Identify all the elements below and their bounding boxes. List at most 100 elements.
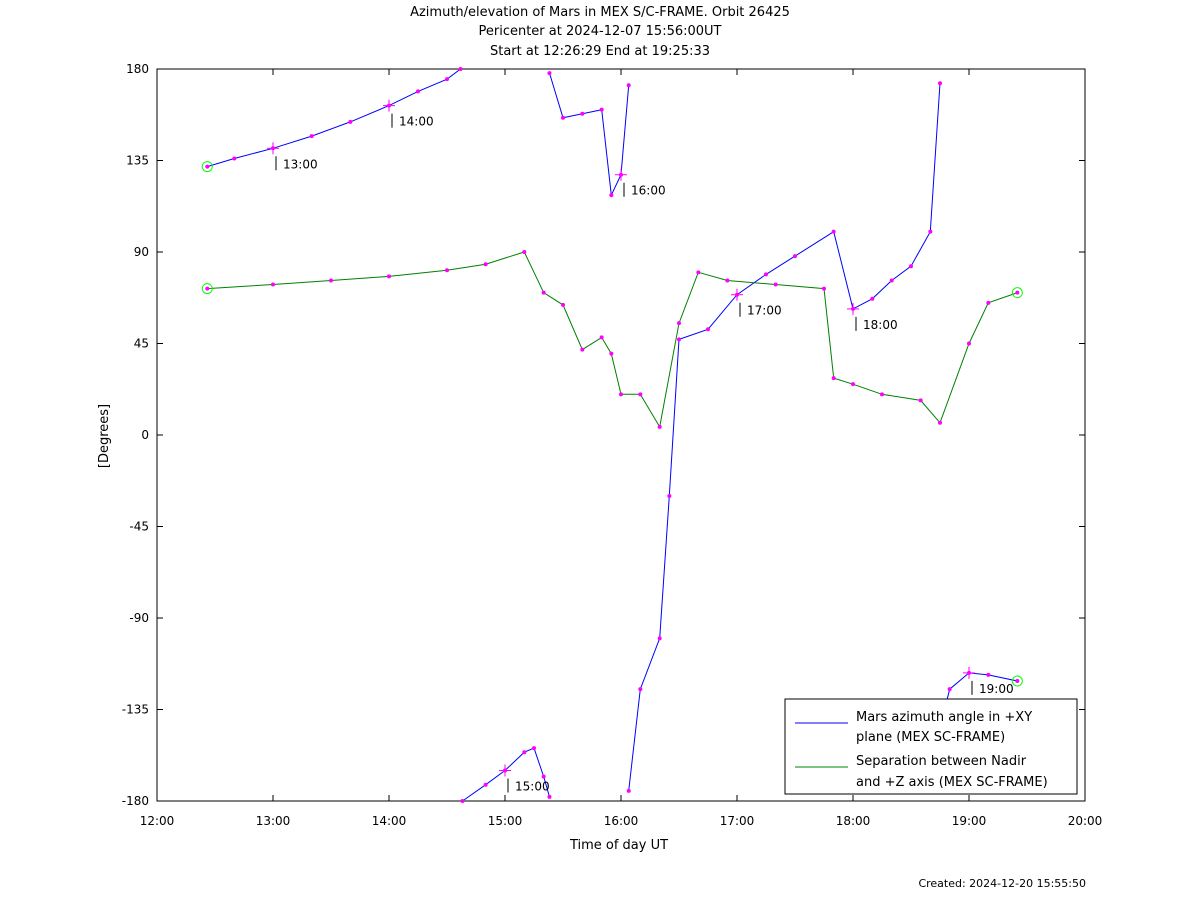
x-tick-label-6: 18:00: [836, 814, 871, 828]
hour-annotation-1: 14:00: [399, 115, 434, 129]
series-0-point-2-2: [580, 111, 585, 116]
series-1-point-0-13: [638, 392, 643, 397]
series-0-point-3-0: [626, 788, 631, 793]
x-tick-label-1: 13:00: [256, 814, 291, 828]
series-0-point-2-1: [561, 115, 565, 120]
series-1-point-0-17: [725, 278, 730, 283]
series-0-point-1-4: [532, 746, 536, 751]
series-0-point-2-3: [599, 107, 604, 112]
legend-separation-line-1: Separation between Nadir: [856, 754, 1027, 769]
legend: Mars azimuth angle in +XY plane (MEX SC-…: [784, 698, 1078, 795]
created-timestamp: Created: 2024-12-20 15:55:50: [918, 877, 1086, 890]
series-1-point-0-27: [1015, 290, 1020, 295]
y-tick-label-6: -90: [129, 611, 149, 625]
legend-azimuth-line-1: Mars azimuth angle in +XY: [856, 710, 1032, 725]
x-tick-label-7: 19:00: [952, 814, 987, 828]
series-1-point-0-3: [387, 274, 391, 279]
series-1-point-0-9: [580, 347, 585, 352]
series-1-point-0-18: [773, 282, 778, 287]
series-1-point-0-4: [445, 268, 449, 273]
series-0-point-0-3: [309, 134, 314, 139]
series-1-point-0-0: [205, 286, 210, 291]
series-1-point-0-15: [677, 321, 681, 326]
y-tick-label-1: 135: [126, 154, 149, 168]
series-1-point-0-12: [619, 392, 623, 397]
y-tick-label-8: -180: [122, 794, 149, 808]
series-0-point-4-4: [1015, 679, 1020, 684]
series-0-point-0-1: [232, 156, 237, 161]
series-0-point-3-5: [706, 327, 710, 332]
y-tick-label-5: -45: [129, 520, 149, 534]
chart-title-line-2: Pericenter at 2024-12-07 15:56:00UT: [478, 24, 722, 39]
series-0-point-0-0: [205, 164, 210, 169]
series-0-point-2-4: [609, 193, 614, 198]
series-0-point-3-8: [793, 254, 797, 259]
series-0-point-1-5: [541, 774, 546, 779]
series-0-point-3-1: [638, 687, 643, 692]
chart-title-line-3: Start at 12:26:29 End at 19:25:33: [489, 44, 711, 59]
series-0-point-0-8: [458, 67, 463, 71]
series-0-point-3-9: [831, 229, 836, 234]
x-tick-label-2: 14:00: [372, 814, 407, 828]
series-1-point-0-20: [831, 376, 836, 381]
series-1-point-0-23: [918, 398, 923, 403]
hour-annotation-0: 13:00: [283, 157, 318, 171]
series-0-point-1-6: [547, 794, 552, 799]
series-0-start-marker: [201, 161, 213, 173]
series-0-point-3-7: [764, 272, 768, 277]
x-tick-label-8: 20:00: [1068, 814, 1103, 828]
series-0-point-3-4: [677, 337, 681, 342]
series-0-point-3-15: [938, 81, 942, 86]
x-tick-label-3: 15:00: [488, 814, 523, 828]
series-0-point-1-0: [460, 799, 465, 803]
legend-box: [784, 698, 1078, 795]
series-1-point-0-7: [541, 290, 546, 295]
y-axis-label: [Degrees]: [97, 404, 112, 468]
hour-annotation-3: 16:00: [631, 184, 666, 198]
series-0-point-3-3: [667, 494, 672, 498]
series-1-point-0-21: [851, 382, 855, 387]
x-tick-label-0: 12:00: [140, 814, 175, 828]
x-tick-label-4: 16:00: [604, 814, 639, 828]
series-1-point-0-19: [822, 286, 826, 291]
series-1-end-marker: [1011, 287, 1023, 299]
series-1-point-0-14: [657, 424, 662, 429]
x-tick-label-5: 17:00: [720, 814, 755, 828]
series-0-end-marker: [1011, 675, 1023, 687]
series-0-segment-3: [628, 83, 941, 791]
series-0-point-3-11: [870, 296, 875, 301]
y-tick-label-3: 45: [134, 337, 149, 351]
series-0-point-3-12: [889, 278, 894, 283]
series-1-start-marker: [201, 283, 213, 295]
series-0-point-0-6: [416, 89, 420, 94]
series-1-point-0-8: [561, 302, 565, 307]
series-0-point-3-2: [657, 636, 662, 641]
series-1-point-0-26: [986, 300, 991, 305]
series-1-point-0-25: [967, 341, 971, 346]
hour-annotation-2: 15:00: [515, 780, 550, 794]
series-0-point-3-14: [928, 229, 933, 234]
series-1-point-0-22: [880, 392, 884, 397]
series-0-point-1-1: [483, 782, 488, 787]
series-0-point-2-0: [547, 71, 552, 76]
series-1-point-0-16: [696, 270, 701, 275]
series-1-point-0-6: [522, 250, 527, 254]
chart-title-line-1: Azimuth/elevation of Mars in MEX S/C-FRA…: [410, 5, 790, 20]
series-0-point-3-13: [909, 264, 913, 269]
series-0-point-4-1: [947, 687, 952, 692]
hour-annotation-4: 17:00: [747, 304, 782, 318]
hour-annotation-5: 18:00: [863, 318, 898, 332]
y-tick-label-7: -135: [122, 703, 149, 717]
series-0-point-1-3: [522, 750, 527, 755]
series-1-point-0-2: [329, 278, 333, 283]
series-1-point-0-1: [271, 282, 275, 287]
y-tick-label-0: 180: [126, 62, 149, 76]
series-1-point-0-10: [599, 335, 604, 340]
series-0-point-2-6: [626, 83, 631, 88]
series-0-segment-2: [549, 72, 630, 197]
legend-azimuth-line-2: plane (MEX SC-FRAME): [856, 730, 1005, 745]
series-1-segment-0: [207, 251, 1018, 429]
series-1-point-0-5: [483, 262, 488, 267]
series-0-point-0-4: [348, 119, 353, 124]
legend-separation-line-2: and +Z axis (MEX SC-FRAME): [856, 775, 1048, 790]
